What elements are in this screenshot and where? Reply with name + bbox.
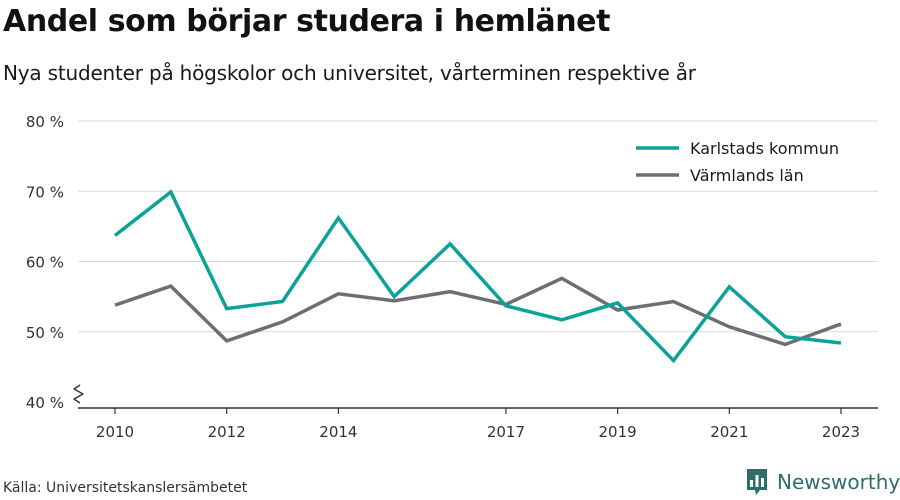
legend-label: Karlstads kommun: [690, 139, 839, 158]
x-tick-label: 2019: [599, 423, 637, 441]
source-note: Källa: Universitetskanslersämbetet: [3, 480, 248, 496]
y-tick-label: 70 %: [26, 183, 64, 201]
legend-label: Värmlands län: [690, 166, 804, 185]
x-tick-label: 2023: [822, 423, 860, 441]
y-tick-label: 60 %: [26, 254, 64, 272]
series-line: [113, 189, 842, 364]
newsworthy-logo-icon: [747, 469, 767, 495]
y-tick-label: 40 %: [26, 394, 64, 412]
y-tick-label: 80 %: [26, 113, 64, 131]
series-line: [114, 276, 842, 347]
y-tick-label: 50 %: [26, 324, 64, 342]
x-tick-label: 2021: [710, 423, 748, 441]
x-tick-label: 2010: [96, 423, 134, 441]
x-tick-label: 2012: [208, 423, 246, 441]
x-tick-label: 2017: [487, 423, 525, 441]
legend-box: [628, 133, 863, 190]
brand-logo[interactable]: Newsworthy: [745, 467, 900, 497]
chart-subtitle: Nya studenter på högskolor och universit…: [3, 61, 696, 85]
chart-title: Andel som börjar studera i hemlänet: [3, 4, 611, 39]
brand-name: Newsworthy: [777, 470, 900, 494]
axis-break-icon: [73, 384, 84, 404]
x-tick-label: 2014: [319, 423, 357, 441]
